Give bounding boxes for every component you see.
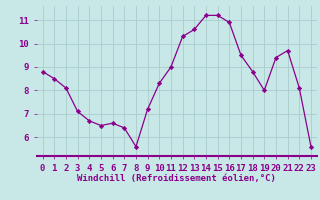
- X-axis label: Windchill (Refroidissement éolien,°C): Windchill (Refroidissement éolien,°C): [77, 174, 276, 183]
